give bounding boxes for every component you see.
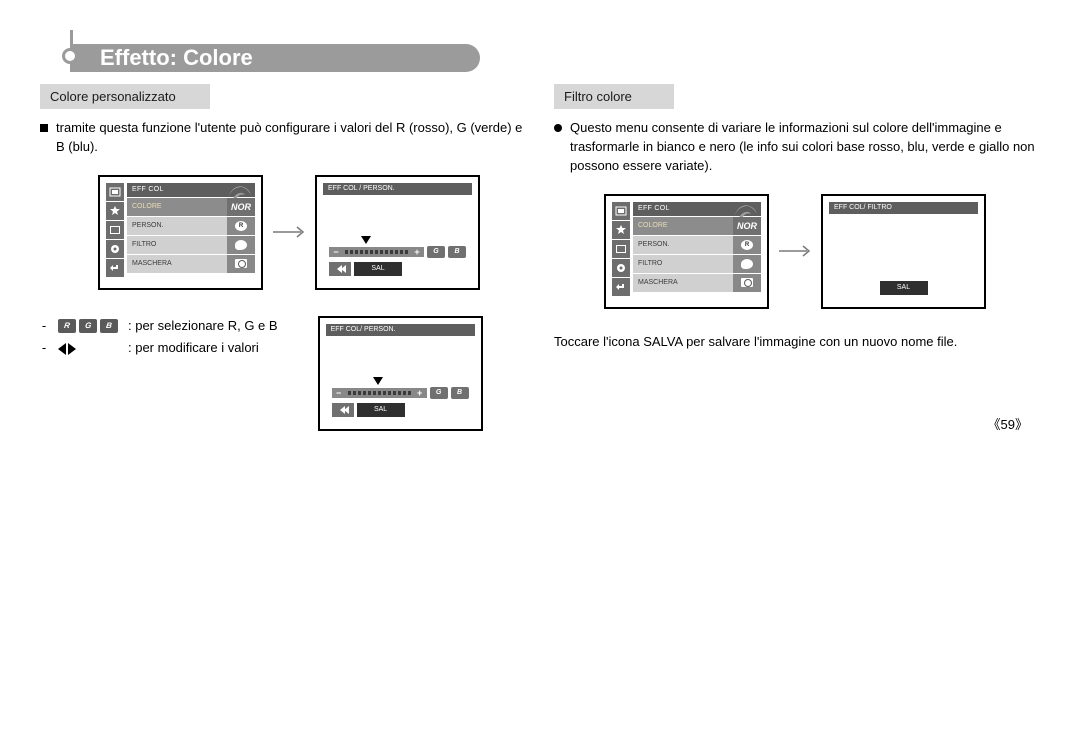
bullet-square-icon <box>40 124 48 132</box>
arrow-right-icon <box>269 175 309 290</box>
menu-row-person[interactable]: PERSON. R <box>127 217 255 235</box>
legend-b-icon: B <box>100 319 118 333</box>
menu-row-maschera[interactable]: MASCHERA <box>127 255 255 273</box>
arrow-right-icon <box>775 194 815 309</box>
sidebar-icon-frame <box>106 183 124 201</box>
section-head-color-filter: Filtro colore <box>554 84 674 109</box>
sidebar-icon-photo <box>106 221 124 239</box>
left-column: Colore personalizzato tramite questa fun… <box>40 84 526 431</box>
legend-rgb-text: : per selezionare R, G e B <box>128 316 278 337</box>
rgb-slider[interactable]: − + <box>332 388 427 398</box>
page-number: 《59》 <box>988 414 1028 433</box>
sidebar-icon-gear <box>106 240 124 258</box>
back-button[interactable] <box>329 262 351 276</box>
slider-marker-icon <box>361 236 371 244</box>
triangle-left-icon <box>58 343 66 355</box>
triangle-right-icon <box>68 343 76 355</box>
page-title: Effetto: Colore <box>100 43 253 73</box>
right-column: Filtro colore Questo menu consente di va… <box>554 84 1040 431</box>
menu-row-filtro[interactable]: FILTRO <box>633 255 761 273</box>
legend-r-icon: R <box>58 319 76 333</box>
menu-row-maschera[interactable]: MASCHERA <box>633 274 761 292</box>
save-hint: Toccare l'icona SALVA per salvare l'imma… <box>554 333 1040 352</box>
lcd-menu-left: EFF COL COLORE NOR PERSON. R FILTRO <box>98 175 263 290</box>
back-button[interactable] <box>332 403 354 417</box>
rgb-slider[interactable]: − + <box>329 247 424 257</box>
slider-head-2: EFF COL/ PERSON. <box>326 324 475 336</box>
filter-head: EFF COL/ FILTRO <box>829 202 978 214</box>
sidebar-icon-frame <box>612 202 630 220</box>
legend-g-icon: G <box>79 319 97 333</box>
legend: - R G B : per selezionare R, G e B - <box>40 316 278 362</box>
sidebar-icon-return <box>612 278 630 296</box>
sidebar-icon-gear <box>612 259 630 277</box>
page-title-bar: Effetto: Colore <box>50 30 480 66</box>
color-filter-screens: EFF COL COLORE NOR PERSON. R FILTRO <box>604 194 1040 309</box>
b-button[interactable]: B <box>448 246 466 258</box>
custom-color-screens: EFF COL COLORE NOR PERSON. R FILTRO <box>98 175 526 290</box>
menu-row-person[interactable]: PERSON. R <box>633 236 761 254</box>
slider-head: EFF COL / PERSON. <box>323 183 472 195</box>
lcd-filter-right: EFF COL/ FILTRO SAL <box>821 194 986 309</box>
sidebar-icon-return <box>106 259 124 277</box>
sal-button[interactable]: SAL <box>357 403 405 417</box>
g-button[interactable]: G <box>427 246 445 258</box>
sidebar-icon-photo <box>612 240 630 258</box>
lcd-slider-left-1: EFF COL / PERSON. − + G B <box>315 175 480 290</box>
lcd-sidebar <box>612 202 630 301</box>
lcd-menu-right: EFF COL COLORE NOR PERSON. R FILTRO <box>604 194 769 309</box>
lcd-slider-left-2: EFF COL/ PERSON. − + G B <box>318 316 483 431</box>
menu-row-colore[interactable]: COLORE NOR <box>127 198 255 216</box>
bullet-round-icon <box>554 124 562 132</box>
slider-marker-icon <box>373 377 383 385</box>
section-head-custom-color: Colore personalizzato <box>40 84 210 109</box>
sal-button[interactable]: SAL <box>354 262 402 276</box>
lcd-sidebar <box>106 183 124 282</box>
sal-button[interactable]: SAL <box>880 281 928 295</box>
menu-row-colore[interactable]: COLORE NOR <box>633 217 761 235</box>
g-button[interactable]: G <box>430 387 448 399</box>
menu-row-filtro[interactable]: FILTRO <box>127 236 255 254</box>
sidebar-icon-star <box>106 202 124 220</box>
color-filter-para: Questo menu consente di variare le infor… <box>554 119 1040 176</box>
sidebar-icon-star <box>612 221 630 239</box>
b-button[interactable]: B <box>451 387 469 399</box>
custom-color-para: tramite questa funzione l'utente può con… <box>40 119 526 157</box>
legend-arrows-text: : per modificare i valori <box>128 338 259 359</box>
